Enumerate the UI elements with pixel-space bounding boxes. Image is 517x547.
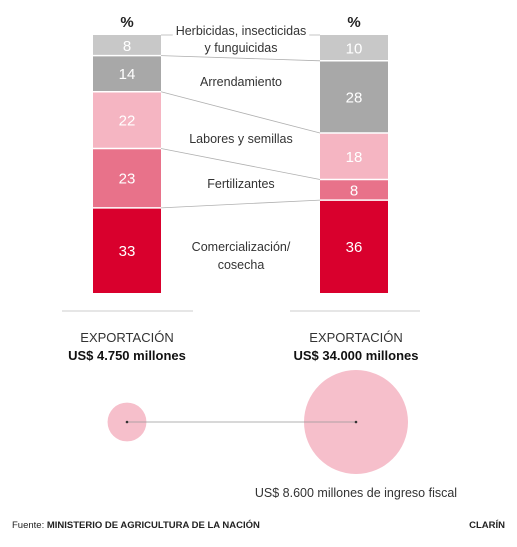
bubble-center-dot: [354, 420, 358, 424]
category-label: Herbicidas, insecticidas: [176, 24, 307, 38]
bar-segment: [93, 55, 161, 92]
bubble-center-dot: [125, 420, 129, 424]
bar-segment: [93, 35, 161, 56]
category-label-bg: [197, 74, 286, 90]
source-line: Fuente: MINISTERIO DE AGRICULTURA DE LA …: [12, 520, 260, 531]
data-label: 14: [119, 66, 136, 83]
bar-segment: [320, 200, 388, 293]
source-prefix: Fuente:: [12, 520, 45, 531]
unit-label-right: %: [347, 14, 360, 31]
data-label: 22: [119, 113, 136, 130]
fiscal-note: US$ 8.600 millones de ingreso fiscal: [255, 486, 457, 500]
connector-line: [160, 199, 321, 209]
bar-segment: [320, 35, 388, 61]
footer: Fuente: MINISTERIO DE AGRICULTURA DE LA …: [12, 520, 505, 531]
bar-segment: [93, 91, 161, 149]
category-label: Arrendamiento: [200, 75, 282, 89]
category-label: y funguicidas: [205, 41, 278, 55]
data-label: 23: [119, 171, 136, 188]
bar-segment: [320, 179, 388, 201]
data-label: 36: [346, 239, 363, 256]
data-label: 18: [346, 149, 363, 166]
category-label-bg: [188, 239, 294, 255]
bar-segment: [93, 148, 161, 208]
data-label: 33: [119, 243, 136, 260]
category-label-bg: [201, 40, 281, 56]
data-label: 28: [346, 89, 363, 106]
brand-label: CLARÍN: [469, 520, 505, 531]
bar-segment: [93, 207, 161, 293]
category-label-bg: [172, 23, 310, 39]
category-label-bg: [186, 131, 296, 147]
data-label: 8: [123, 38, 131, 55]
source-name: MINISTERIO DE AGRICULTURA DE LA NACIÓN: [46, 520, 260, 531]
export-label: EXPORTACIÓN: [309, 330, 402, 345]
bar-segment: [320, 133, 388, 180]
category-label: cosecha: [218, 258, 265, 272]
unit-label-left: %: [120, 14, 133, 31]
export-label: EXPORTACIÓN: [80, 330, 173, 345]
export-amount: US$ 4.750 millones: [68, 348, 186, 363]
category-label: Fertilizantes: [207, 177, 274, 191]
bar-segment: [320, 60, 388, 134]
connector-line: [160, 91, 321, 134]
category-label-bg: [214, 257, 268, 273]
category-label: Labores y semillas: [189, 132, 293, 146]
export-amount: US$ 34.000 millones: [293, 348, 418, 363]
connector-line: [160, 55, 321, 62]
connector-line: [160, 148, 321, 180]
data-label: 10: [346, 40, 363, 57]
data-label: 8: [350, 182, 358, 199]
category-label-bg: [204, 176, 278, 192]
category-label: Comercialización/: [192, 240, 291, 254]
